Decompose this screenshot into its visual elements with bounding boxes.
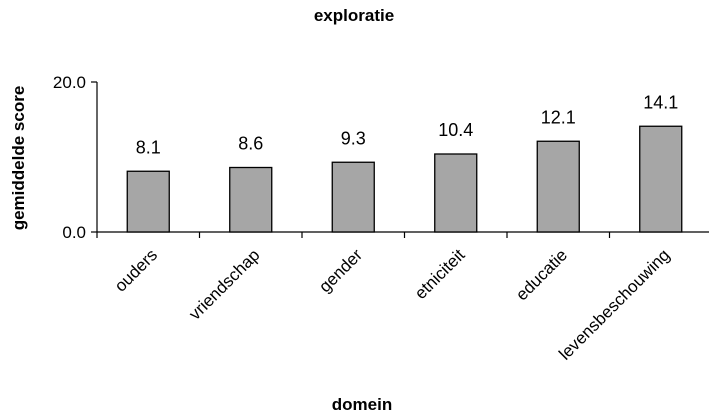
data-label-levensbeschouwing: 14.1 <box>643 92 678 112</box>
data-label-vriendschap: 8.6 <box>238 134 263 154</box>
data-label-gender: 9.3 <box>341 128 366 148</box>
category-label-ouders: ouders <box>111 245 161 295</box>
bar-vriendschap <box>229 166 273 233</box>
data-label-etniciteit: 10.4 <box>438 120 473 140</box>
category-label-etniciteit: etniciteit <box>411 245 469 303</box>
category-label-levensbeschouwing: levensbeschouwing <box>555 245 673 363</box>
data-label-ouders: 8.1 <box>136 137 161 157</box>
category-label-gender: gender <box>315 245 366 296</box>
data-labels-group: 8.1 8.6 9.3 10.4 12.1 14.1 <box>136 92 679 157</box>
category-label-educatie: educatie <box>512 245 571 304</box>
bar-etniciteit <box>434 153 478 233</box>
bar-levensbeschouwing <box>639 125 683 233</box>
chart-title: exploratie <box>314 6 394 25</box>
bar-educatie <box>536 140 580 233</box>
x-axis-ticks <box>96 232 611 238</box>
bar-gender <box>331 161 375 233</box>
category-labels-group: ouders vriendschap gender etniciteit educati… <box>111 245 674 364</box>
bar-ouders <box>126 170 170 233</box>
y-tick-label: 20.0 <box>53 73 86 92</box>
data-label-educatie: 12.1 <box>541 107 576 127</box>
bars-group <box>126 125 683 233</box>
y-axis-ticks: 0.0 20.0 <box>53 73 97 242</box>
y-axis-title: gemiddelde score <box>9 86 28 231</box>
x-axis-title: domein <box>332 395 392 414</box>
category-label-vriendschap: vriendschap <box>185 245 263 323</box>
y-tick-label: 0.0 <box>62 223 86 242</box>
